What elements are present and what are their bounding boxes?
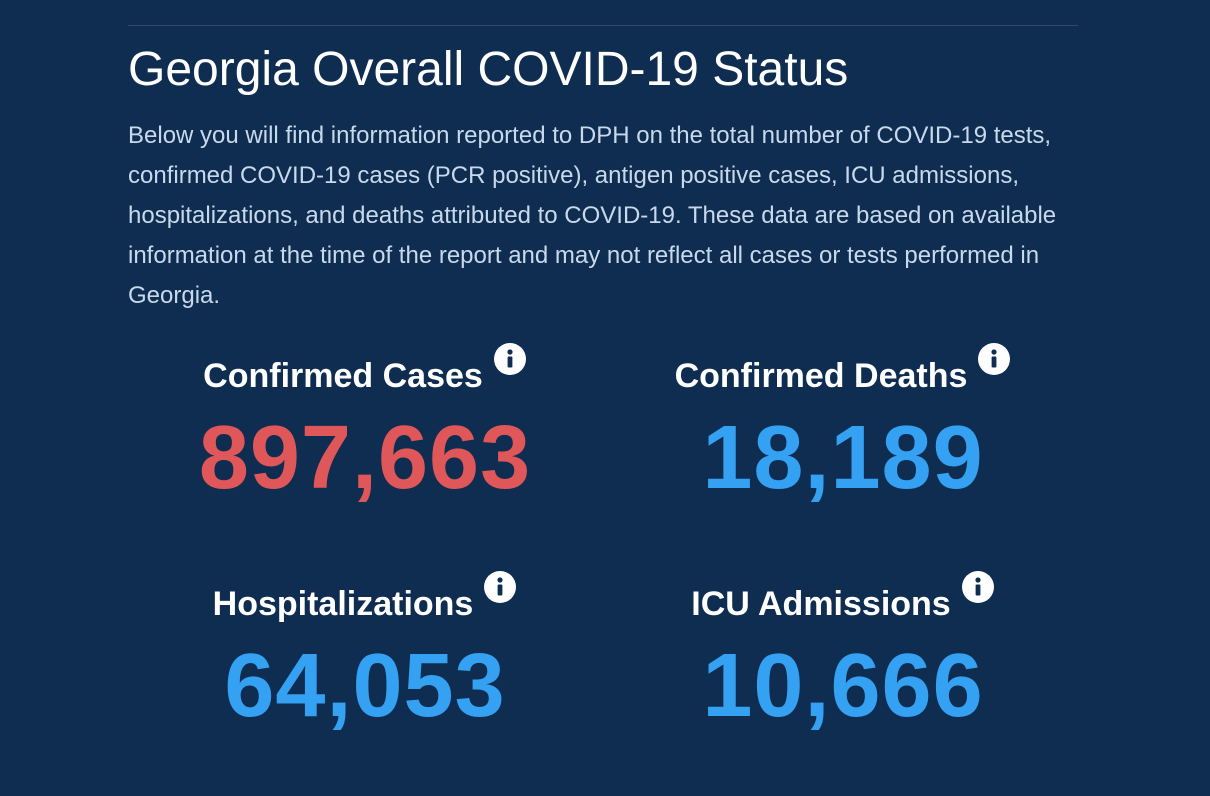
info-icon[interactable] xyxy=(961,570,995,604)
stat-label-wrapper: Confirmed Deaths xyxy=(674,343,1012,398)
confirmed-cases-label: Confirmed Cases xyxy=(203,357,483,395)
stat-confirmed-cases: Confirmed Cases 897,663 xyxy=(130,343,600,508)
icu-admissions-value: 10,666 xyxy=(702,636,984,736)
confirmed-deaths-label: Confirmed Deaths xyxy=(674,357,968,395)
info-icon[interactable] xyxy=(977,342,1011,376)
stat-label-wrapper: Confirmed Cases xyxy=(203,343,527,398)
hospitalizations-value: 64,053 xyxy=(224,636,506,736)
stat-label-wrapper: Hospitalizations xyxy=(212,571,518,626)
stat-label-wrapper: ICU Admissions xyxy=(691,571,994,626)
hospitalizations-label: Hospitalizations xyxy=(212,585,474,623)
section-description: Below you will find information reported… xyxy=(128,122,1057,309)
stat-icu-admissions: ICU Admissions 10,666 xyxy=(608,571,1078,736)
icu-admissions-label: ICU Admissions xyxy=(691,585,951,623)
section-divider xyxy=(128,25,1078,26)
confirmed-cases-value: 897,663 xyxy=(198,408,532,508)
info-icon[interactable] xyxy=(483,570,517,604)
info-icon[interactable] xyxy=(493,342,527,376)
stat-confirmed-deaths: Confirmed Deaths 18,189 xyxy=(608,343,1078,508)
confirmed-deaths-value: 18,189 xyxy=(702,408,984,508)
stat-hospitalizations: Hospitalizations 64,053 xyxy=(130,571,600,736)
page-title: Georgia Overall COVID-19 Status xyxy=(128,43,849,96)
